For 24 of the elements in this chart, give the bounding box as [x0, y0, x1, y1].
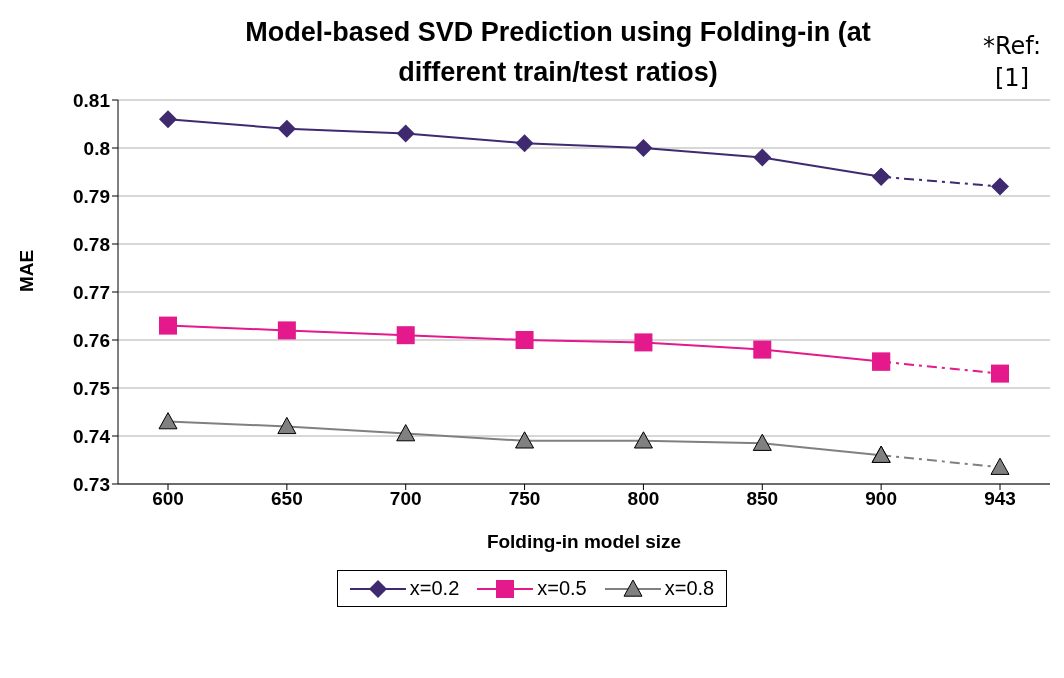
y-tick-label: 0.73	[73, 473, 110, 495]
y-tick-label: 0.76	[73, 329, 110, 351]
y-tick-label: 0.77	[73, 281, 110, 303]
y-tick-label: 0.74	[73, 425, 111, 447]
x-tick-label: 800	[627, 488, 660, 510]
legend-label: x=0.5	[537, 577, 587, 600]
x-tick-label: 850	[746, 488, 779, 510]
x-tick-label: 943	[984, 488, 1016, 510]
legend-label: x=0.2	[409, 577, 460, 600]
y-tick-label: 0.79	[73, 185, 110, 207]
x-tick-label: 750	[508, 488, 541, 510]
y-tick-label: 0.75	[73, 377, 111, 399]
x-tick-label: 900	[865, 488, 897, 510]
y-tick-label: 0.81	[73, 89, 111, 111]
y-tick-label: 0.78	[73, 233, 110, 255]
x-tick-label: 600	[152, 488, 184, 510]
x-tick-label: 650	[271, 488, 303, 510]
legend-label: x=0.8	[664, 577, 715, 600]
y-tick-label: 0.8	[83, 137, 110, 159]
y-axis-title: MAE	[15, 249, 37, 292]
x-axis-title: Folding-in model size	[486, 531, 682, 552]
text: *Ref: [1]	[981, 31, 1042, 94]
chart-title: Model-based SVD Prediction using Folding-in (at different train/test ratios)	[244, 16, 872, 89]
x-tick-label: 700	[389, 488, 422, 510]
